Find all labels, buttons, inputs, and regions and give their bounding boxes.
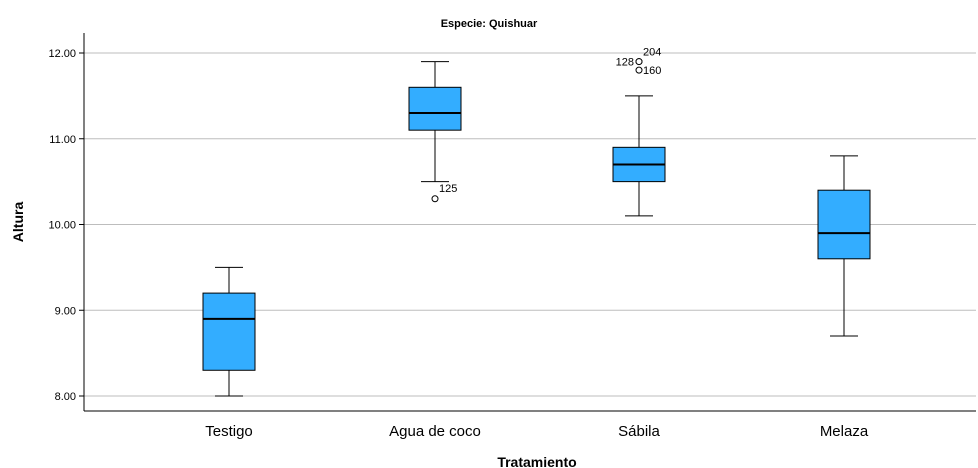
y-tick-label: 11.00	[49, 134, 76, 146]
outlier-label: 128	[616, 57, 634, 69]
chart-title: Especie: Quishuar	[441, 18, 538, 30]
plot-area: 125 128 204 160	[202, 47, 871, 397]
outlier-label: 160	[643, 65, 661, 77]
outlier-point	[431, 195, 439, 203]
y-tick-label: 10.00	[48, 220, 76, 232]
x-tick-label: Agua de coco	[389, 423, 481, 440]
box-melaza	[817, 155, 871, 337]
box-testigo	[202, 266, 256, 397]
box-agua-de-coco: 125	[408, 61, 462, 203]
x-axis-title: Tratamiento	[497, 454, 576, 468]
outlier-point	[635, 58, 643, 66]
y-tick-label: 9.00	[55, 305, 76, 317]
outlier-point	[635, 66, 643, 74]
outlier-label: 125	[439, 183, 457, 195]
x-axis-labels: Testigo Agua de coco Sábila Melaza	[205, 423, 869, 440]
box-s-bila: 128 204 160	[612, 47, 666, 217]
y-axis-ticks: 8.00 9.00 10.00 11.00 12.00	[48, 48, 84, 403]
y-tick-label: 8.00	[55, 391, 76, 403]
y-axis-title: Altura	[10, 202, 26, 243]
x-tick-label: Melaza	[820, 423, 869, 440]
box-iqr	[408, 86, 462, 131]
outlier-label: 204	[643, 47, 661, 59]
x-tick-label: Sábila	[618, 423, 660, 440]
box-iqr	[202, 292, 256, 371]
box-iqr	[817, 189, 871, 260]
y-tick-label: 12.00	[48, 48, 76, 60]
x-tick-label: Testigo	[205, 423, 253, 440]
